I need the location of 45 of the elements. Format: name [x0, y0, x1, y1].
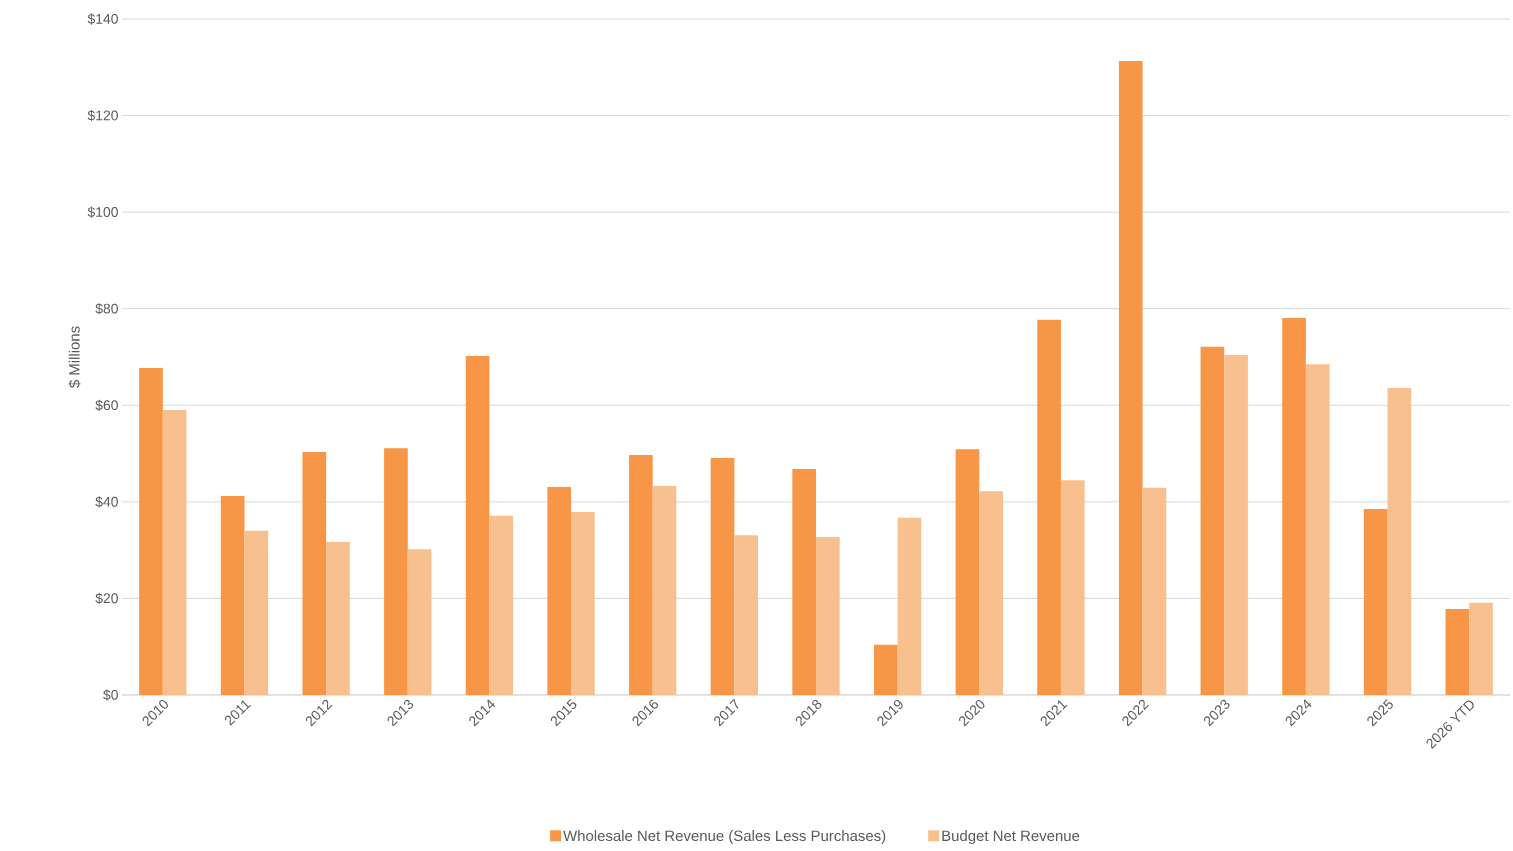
bar	[1037, 319, 1061, 695]
bar	[547, 486, 572, 695]
bar	[1060, 480, 1085, 695]
bar	[244, 530, 269, 695]
bar	[465, 356, 490, 695]
legend-label: Wholesale Net Revenue (Sales Less Purchases)	[563, 830, 886, 845]
legend-label: Budget Net Revenue	[942, 830, 1080, 845]
bar	[1363, 509, 1388, 695]
bar	[1445, 609, 1470, 695]
y-tick-label: $40	[95, 496, 118, 508]
y-tick-label: $20	[95, 592, 118, 605]
bar	[873, 644, 898, 695]
bar	[955, 449, 980, 695]
bar	[1224, 355, 1248, 695]
bar	[629, 455, 653, 695]
y-tick-label: $0	[103, 689, 118, 701]
bar	[139, 368, 163, 695]
bar	[1200, 346, 1225, 695]
bar	[1118, 61, 1143, 695]
bar	[1305, 364, 1330, 695]
bar	[1282, 317, 1306, 695]
bar	[326, 541, 350, 695]
bar	[979, 491, 1003, 695]
bar	[710, 457, 735, 695]
y-tick-label: $100	[87, 206, 118, 218]
y-tick-label: $80	[95, 303, 118, 315]
bar	[489, 515, 514, 695]
y-tick-label: $60	[95, 399, 118, 411]
bar	[652, 485, 677, 695]
bar	[571, 512, 595, 695]
bar	[734, 535, 759, 695]
bar	[302, 452, 327, 695]
y-tick-label: $120	[87, 109, 118, 122]
bar	[897, 517, 922, 695]
bar	[1469, 602, 1493, 695]
y-tick-label: $140	[87, 13, 118, 25]
bar	[220, 496, 245, 695]
bar	[1142, 487, 1167, 695]
bar	[1387, 387, 1412, 695]
bar	[162, 410, 187, 695]
bar	[384, 448, 408, 695]
bar	[816, 537, 840, 695]
bar	[407, 549, 432, 695]
bar	[792, 469, 816, 695]
y-axis-title: $ Millions	[68, 326, 81, 388]
